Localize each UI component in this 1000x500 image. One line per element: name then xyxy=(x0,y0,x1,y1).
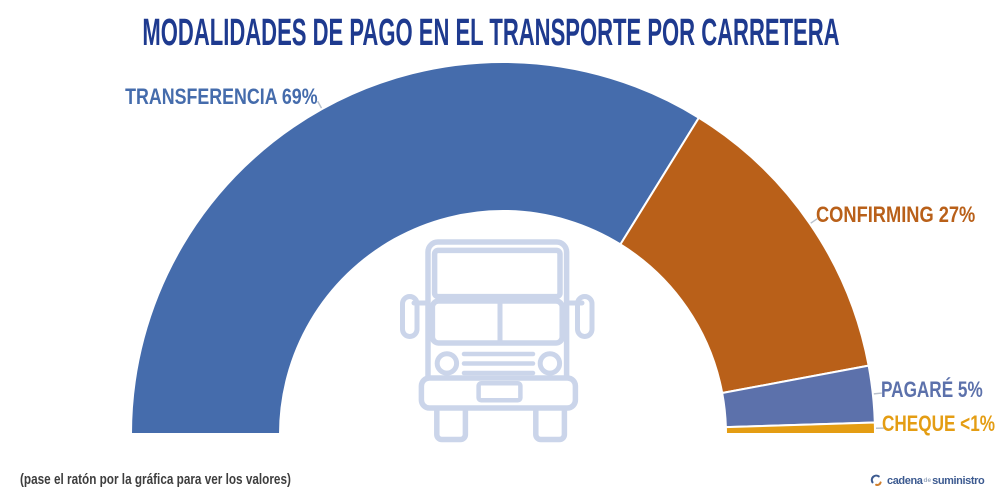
label-tick xyxy=(810,218,818,224)
logo-word-suministro: suministro xyxy=(932,474,985,487)
chart-title: MODALIDADES DE PAGO EN EL TRANSPORTE POR… xyxy=(142,12,840,54)
logo-icon xyxy=(870,474,882,487)
pie-slice-confirming[interactable] xyxy=(619,116,870,395)
pie-slice-cheque[interactable] xyxy=(724,421,876,435)
pie-slices xyxy=(130,61,876,435)
truck-icon xyxy=(400,239,595,443)
logo-cadena-de-suministro[interactable]: cadena de suministro xyxy=(870,472,985,489)
slice-label-confirming: CONFIRMING 27% xyxy=(816,202,976,227)
hover-hint-text: (pase el ratón por la gráfica para ver l… xyxy=(20,472,291,488)
logo-word-de: de xyxy=(923,477,932,484)
label-ticks xyxy=(316,100,884,429)
label-tick xyxy=(316,100,323,109)
pie-slice-transferencia[interactable] xyxy=(130,61,700,435)
slice-label-transferencia: TRANSFERENCIA 69% xyxy=(125,84,318,109)
label-tick xyxy=(873,392,882,395)
logo-word-cadena: cadena xyxy=(887,474,923,487)
slice-label-cheque: CHEQUE <1% xyxy=(882,411,996,436)
slice-label-pagare: PAGARÉ 5% xyxy=(881,377,983,402)
